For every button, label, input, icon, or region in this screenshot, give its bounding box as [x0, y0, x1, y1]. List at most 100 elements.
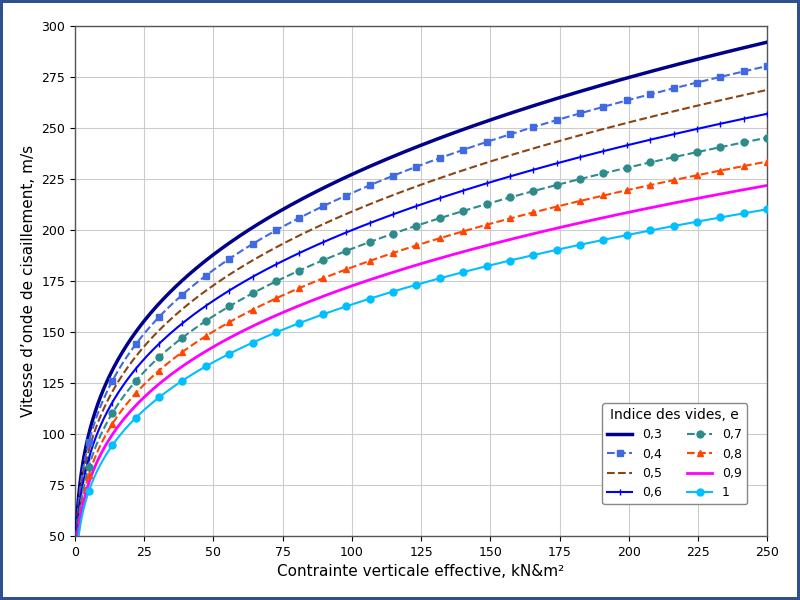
0,8: [669, 176, 678, 184]
0,8: [294, 284, 304, 292]
0,4: [529, 124, 538, 131]
1: [692, 218, 702, 225]
0,7: [131, 377, 141, 385]
0,9: [762, 182, 772, 189]
Line: 0,4: 0,4: [86, 62, 770, 446]
0,4: [178, 291, 187, 298]
0,7: [529, 188, 538, 195]
0,6: [505, 173, 514, 180]
0,3: [610, 78, 620, 85]
0,6: [84, 455, 94, 462]
0,7: [669, 154, 678, 161]
1: [669, 223, 678, 230]
0,6: [692, 125, 702, 133]
0,7: [505, 194, 514, 201]
Line: 1: 1: [86, 206, 770, 494]
0,4: [575, 110, 585, 117]
0,7: [575, 175, 585, 182]
0,6: [482, 180, 491, 187]
1: [248, 339, 258, 346]
0,4: [552, 116, 562, 124]
0,4: [411, 163, 421, 170]
0,7: [201, 317, 210, 325]
1: [435, 275, 445, 282]
0,6: [529, 166, 538, 173]
0,6: [107, 399, 117, 406]
0,4: [622, 97, 632, 104]
0,8: [388, 250, 398, 257]
0,7: [598, 170, 608, 177]
0,4: [598, 103, 608, 110]
0,7: [692, 148, 702, 155]
0,7: [318, 257, 327, 264]
0,8: [84, 471, 94, 478]
1: [84, 488, 94, 495]
0,8: [552, 203, 562, 210]
0,7: [365, 238, 374, 245]
0,9: [610, 212, 620, 219]
0,8: [739, 163, 749, 170]
0,6: [458, 187, 468, 194]
0,6: [318, 239, 327, 246]
0,9: [70, 581, 80, 589]
0,4: [271, 227, 281, 234]
1: [622, 232, 632, 239]
0,4: [248, 241, 258, 248]
0,4: [342, 192, 351, 199]
0,8: [154, 367, 164, 374]
0,6: [622, 142, 632, 149]
0,6: [248, 273, 258, 280]
1: [458, 269, 468, 276]
0,7: [84, 463, 94, 470]
1: [739, 210, 749, 217]
0,6: [762, 110, 772, 118]
0,8: [529, 209, 538, 216]
0,3: [141, 315, 150, 322]
0,8: [762, 158, 772, 165]
0,8: [435, 235, 445, 242]
0,7: [646, 159, 655, 166]
0,4: [739, 68, 749, 75]
1: [107, 442, 117, 449]
0,7: [271, 278, 281, 285]
0,8: [575, 197, 585, 205]
1: [365, 295, 374, 302]
Line: 0,6: 0,6: [86, 110, 770, 462]
0,8: [271, 295, 281, 302]
0,6: [294, 250, 304, 257]
Line: 0,3: 0,3: [75, 42, 767, 568]
0,5: [70, 570, 80, 577]
0,8: [201, 332, 210, 340]
1: [318, 311, 327, 318]
0,4: [294, 214, 304, 221]
0,8: [318, 275, 327, 282]
Line: 0,5: 0,5: [75, 90, 767, 574]
0,4: [224, 256, 234, 263]
0,7: [716, 143, 726, 151]
0,4: [201, 272, 210, 279]
0,7: [458, 208, 468, 215]
X-axis label: Contrainte verticale effective, kN&m²: Contrainte verticale effective, kN&m²: [278, 564, 565, 579]
0,6: [739, 115, 749, 122]
0,6: [388, 211, 398, 218]
0,7: [342, 247, 351, 254]
0,4: [365, 182, 374, 189]
0,6: [552, 160, 562, 167]
0,7: [294, 267, 304, 274]
0,3: [70, 565, 80, 572]
1: [716, 214, 726, 221]
1: [342, 303, 351, 310]
0,4: [762, 62, 772, 70]
0,3: [762, 38, 772, 46]
1: [529, 251, 538, 259]
0,4: [318, 203, 327, 210]
0,6: [669, 131, 678, 138]
0,6: [201, 302, 210, 310]
1: [271, 329, 281, 336]
0,8: [482, 221, 491, 229]
0,7: [388, 230, 398, 237]
0,8: [692, 172, 702, 179]
1: [294, 320, 304, 327]
0,5: [375, 197, 385, 204]
0,4: [646, 91, 655, 98]
